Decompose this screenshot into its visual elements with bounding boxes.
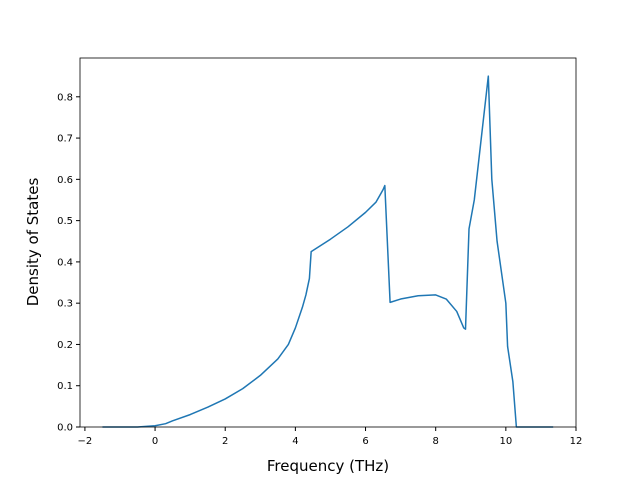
x-tick-label: 4 bbox=[292, 436, 298, 447]
line-series bbox=[102, 75, 554, 428]
x-axis-label: Frequency (THz) bbox=[267, 457, 389, 475]
x-tick-label: −2 bbox=[78, 436, 93, 447]
x-tick-label: 2 bbox=[222, 436, 228, 447]
plot-frame bbox=[79, 57, 577, 428]
x-tick-label: 6 bbox=[362, 436, 368, 447]
y-tick-label: 0.2 bbox=[57, 340, 73, 351]
x-tick-label: 8 bbox=[433, 436, 439, 447]
y-tick-label: 0.5 bbox=[57, 216, 73, 227]
y-tick-label: 0.7 bbox=[57, 134, 73, 145]
y-tick-label: 0.8 bbox=[57, 92, 73, 103]
y-tick-label: 0.6 bbox=[57, 175, 73, 186]
y-axis-label: Density of States bbox=[24, 178, 42, 307]
x-tick-label: 12 bbox=[570, 436, 583, 447]
x-tick-label: 0 bbox=[152, 436, 158, 447]
y-tick-label: 0.3 bbox=[57, 299, 73, 310]
y-tick-label: 0.4 bbox=[57, 257, 73, 268]
x-tick-label: 10 bbox=[499, 436, 512, 447]
y-tick-label: 0.1 bbox=[57, 381, 73, 392]
y-tick-label: 0.0 bbox=[57, 423, 73, 434]
